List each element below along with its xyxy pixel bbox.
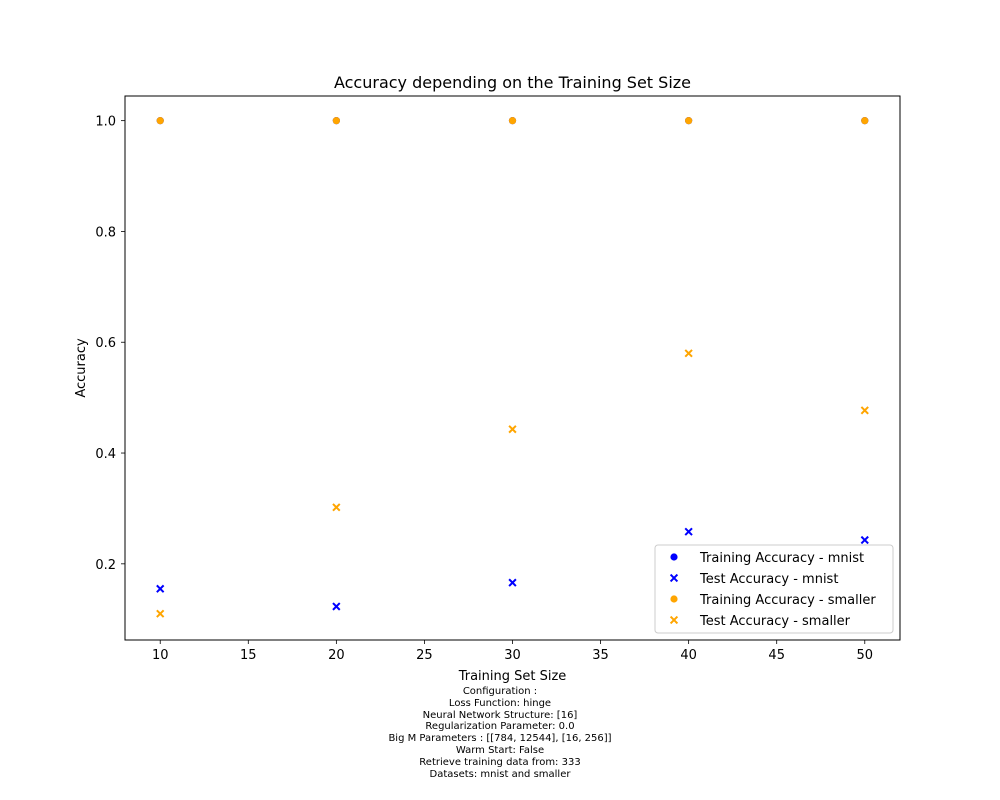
legend: Training Accuracy - mnist Test Accuracy -… xyxy=(654,544,894,634)
x-tick-label: 50 xyxy=(856,648,873,663)
y-tick-label: 0.4 xyxy=(95,447,116,462)
config-regularization: Regularization Parameter: 0.0 xyxy=(425,721,575,733)
x-tick-label: 40 xyxy=(680,648,697,663)
legend-box xyxy=(654,544,894,634)
point-circle-series-2 xyxy=(156,117,164,125)
point-x-series-1 xyxy=(508,578,517,587)
point-x-series-1 xyxy=(684,527,693,536)
x-tick-label: 35 xyxy=(592,648,609,663)
point-circle-series-2 xyxy=(861,117,869,125)
legend-marker xyxy=(669,573,679,583)
y-tick-label: 0.8 xyxy=(95,225,116,240)
point-circle-series-2 xyxy=(685,117,693,125)
config-datasets: Datasets: mnist and smaller xyxy=(429,768,571,780)
point-circle-series-2 xyxy=(332,117,340,125)
configuration-text: Configuration : Loss Function: hinge Neu… xyxy=(0,686,1000,780)
point-x-series-1 xyxy=(156,584,165,593)
legend-label: Training Accuracy - mnist xyxy=(699,551,864,566)
x-tick-label: 25 xyxy=(416,648,433,663)
point-x-series-3 xyxy=(156,609,165,618)
legend-label: Test Accuracy - smaller xyxy=(699,614,851,629)
config-warm-start: Warm Start: False xyxy=(455,744,545,756)
x-tick-label: 10 xyxy=(152,648,169,663)
chart-title: Accuracy depending on the Training Set S… xyxy=(334,73,691,92)
legend-marker xyxy=(670,553,678,561)
legend-marker xyxy=(670,595,678,603)
point-x-series-3 xyxy=(332,503,341,512)
point-x-series-3 xyxy=(860,406,869,415)
y-tick-label: 0.6 xyxy=(95,336,116,351)
x-tick-label: 20 xyxy=(328,648,345,663)
plot-frame xyxy=(124,95,901,641)
legend-marker xyxy=(669,615,679,625)
x-tick-label: 15 xyxy=(240,648,257,663)
config-big-m: Big M Parameters : [[784, 12544], [16, 2… xyxy=(388,733,612,745)
legend-label: Test Accuracy - mnist xyxy=(699,572,838,587)
point-circle-series-2 xyxy=(508,117,517,125)
config-training-data: Retrieve training data from: 333 xyxy=(419,756,581,768)
point-x-series-1 xyxy=(332,602,341,611)
legend-label: Training Accuracy - smaller xyxy=(699,593,876,608)
y-tick-label: 1.0 xyxy=(95,115,116,130)
config-heading: Configuration : xyxy=(462,686,538,697)
x-tick-label: 45 xyxy=(768,648,785,663)
point-x-series-3 xyxy=(508,425,517,434)
point-x-series-3 xyxy=(684,349,693,358)
y-tick-label: 0.2 xyxy=(95,558,116,573)
point-x-series-1 xyxy=(860,535,869,545)
config-loss-function: Loss Function: hinge xyxy=(448,697,552,709)
x-axis-label: Training Set Size xyxy=(458,669,567,684)
y-axis-label: Accuracy xyxy=(74,338,89,398)
x-tick-label: 30 xyxy=(504,648,521,663)
config-network-structure: Neural Network Structure: [16] xyxy=(422,709,578,721)
